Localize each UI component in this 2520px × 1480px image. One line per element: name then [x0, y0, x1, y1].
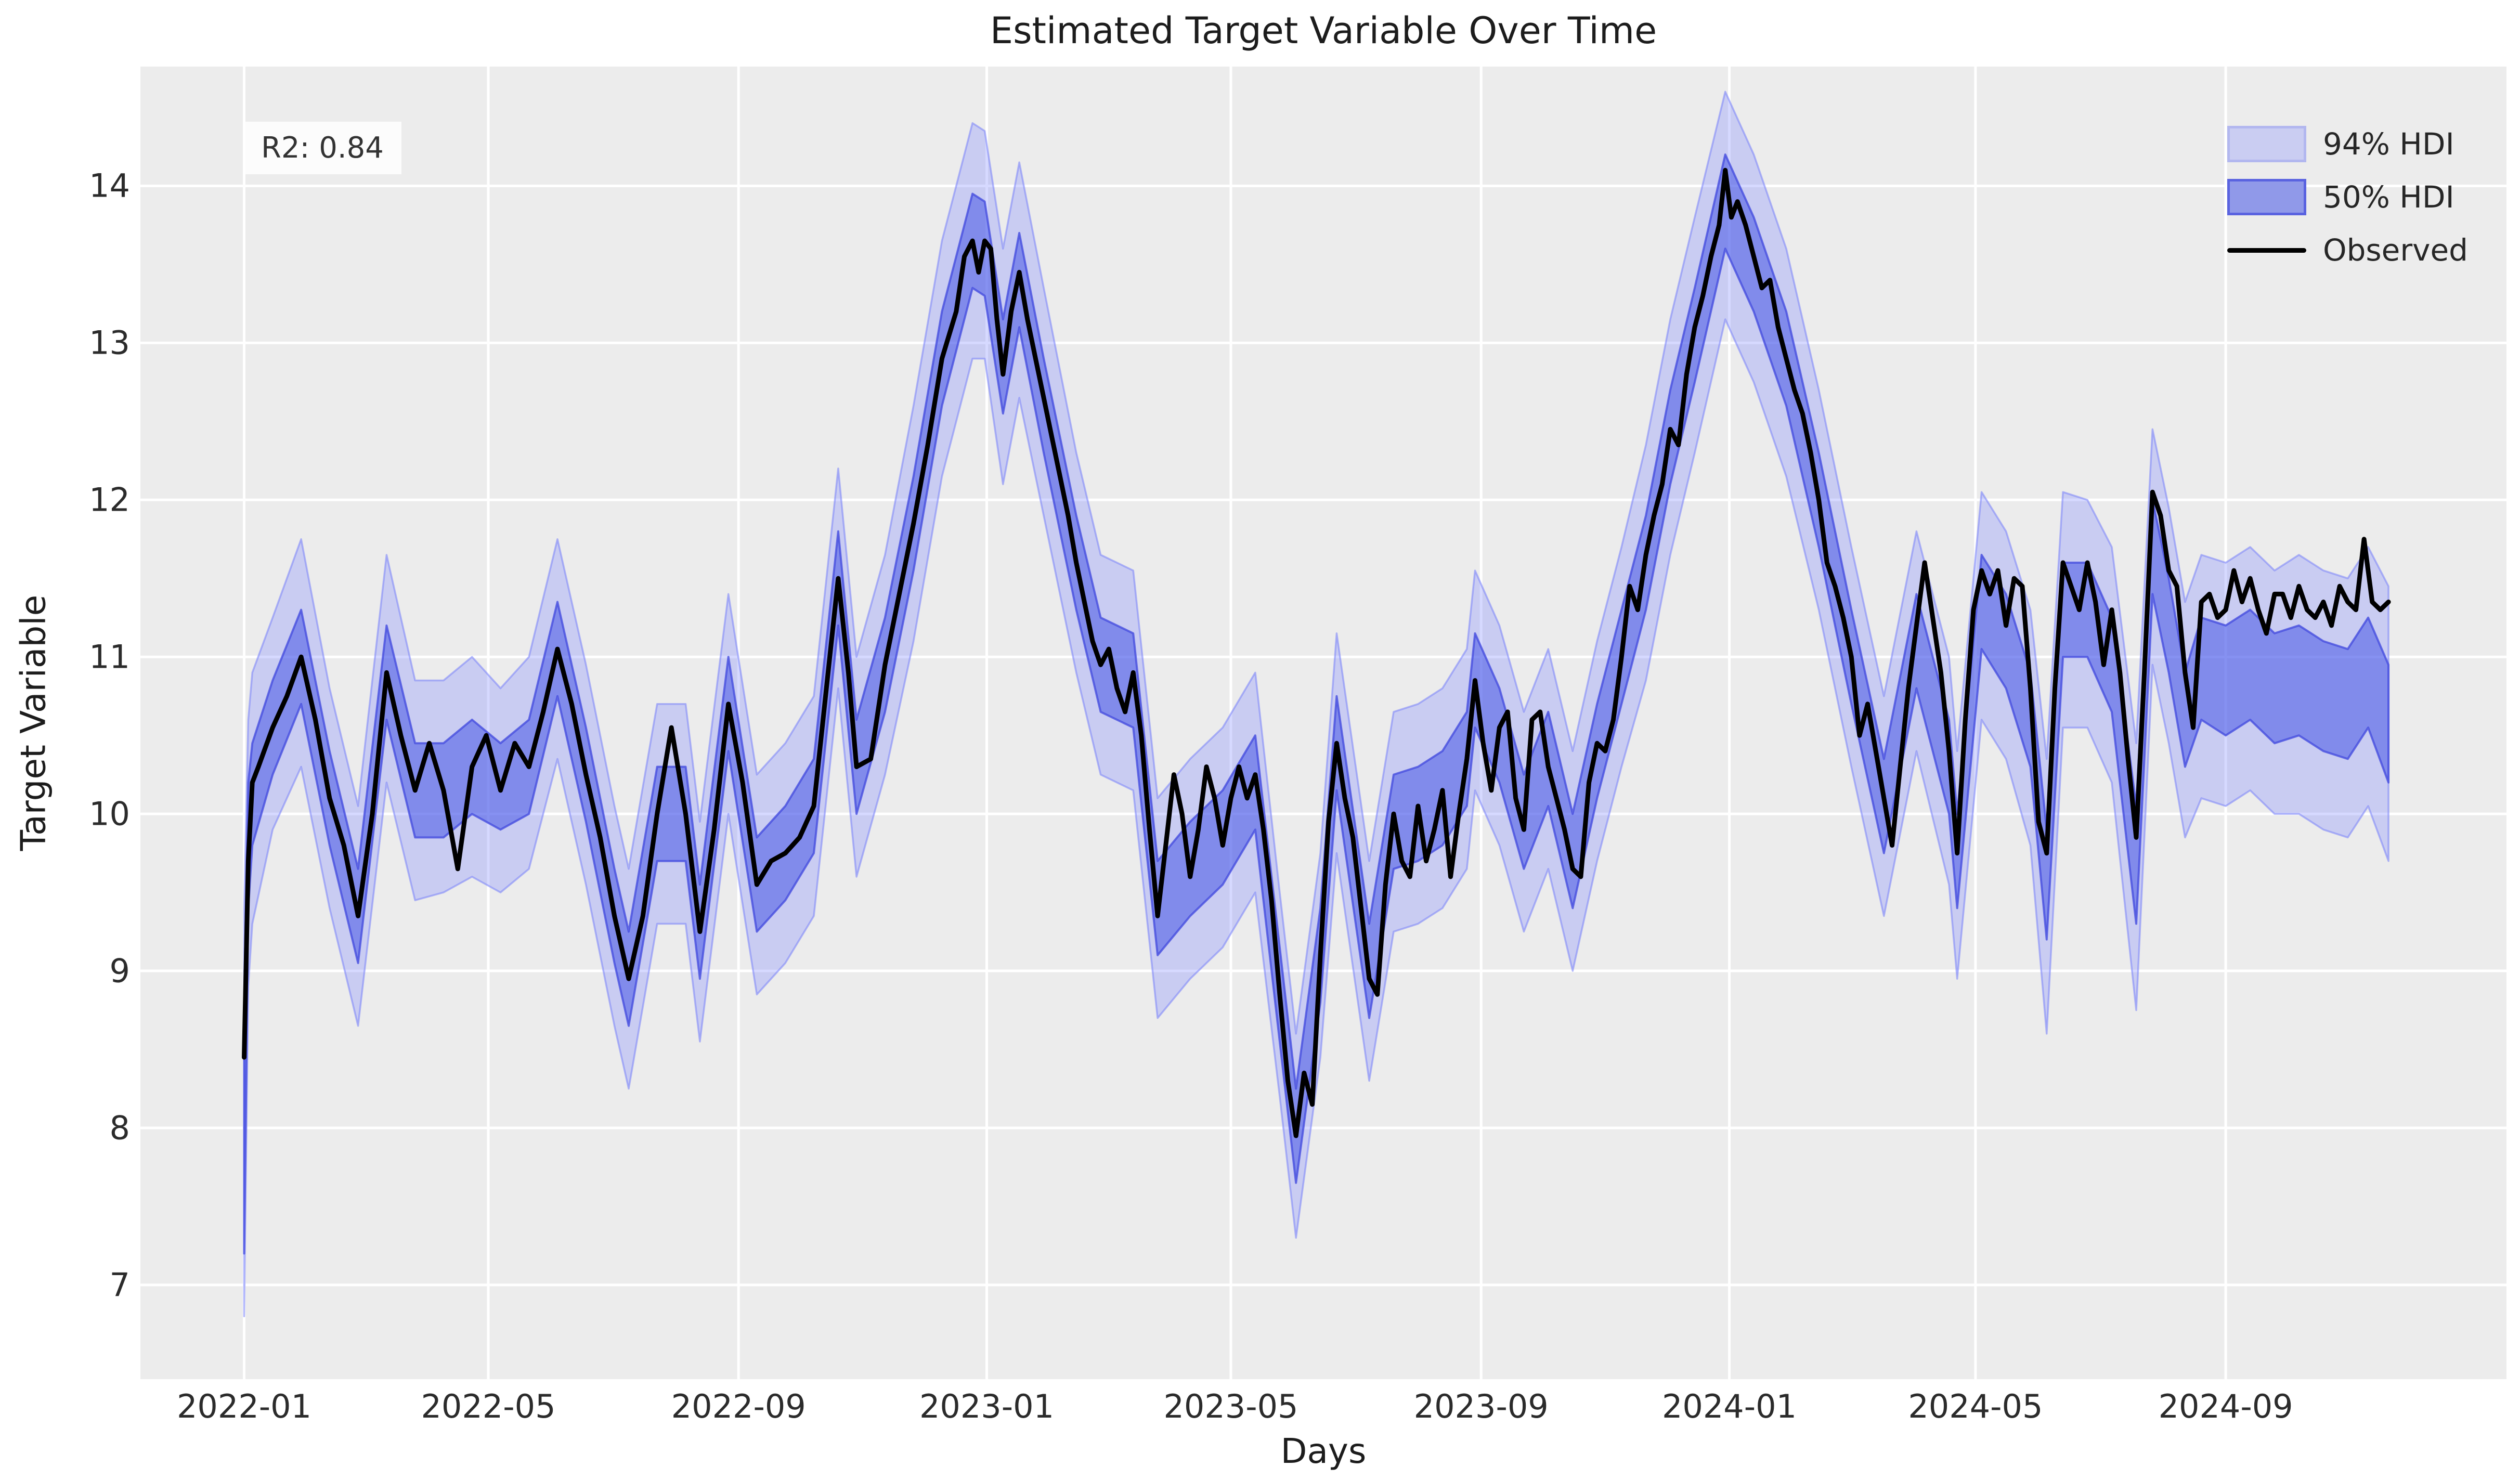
x-tick-label: 2022-05 [421, 1387, 556, 1425]
legend-item-observed: Observed [2227, 230, 2468, 270]
x-tick-label: 2024-09 [2158, 1387, 2293, 1425]
legend: 94% HDI 50% HDI Observed [2227, 124, 2468, 270]
y-tick-label: 11 [89, 638, 130, 676]
y-tick-label: 8 [109, 1109, 130, 1147]
observed-line-swatch-icon [2227, 248, 2306, 253]
x-tick-label: 2022-09 [671, 1387, 806, 1425]
y-tick-label: 14 [89, 166, 130, 205]
y-tick-label: 13 [89, 323, 130, 362]
legend-label-94-hdi: 94% HDI [2322, 126, 2454, 162]
legend-label-observed: Observed [2322, 232, 2468, 268]
plot-canvas [140, 67, 2506, 1379]
x-tick-label: 2024-05 [1908, 1387, 2043, 1425]
hdi-50-band [243, 153, 2390, 1255]
hdi-50-swatch-icon [2227, 179, 2306, 215]
y-tick-label: 10 [89, 795, 130, 833]
legend-item-50-hdi: 50% HDI [2227, 177, 2468, 217]
hdi-94-swatch-icon [2227, 126, 2306, 162]
legend-item-94-hdi: 94% HDI [2227, 124, 2468, 164]
chart-title: Estimated Target Variable Over Time [990, 9, 1657, 52]
y-tick-label: 12 [89, 481, 130, 519]
y-axis-label: Target Variable [13, 594, 54, 851]
x-axis-label: Days [1280, 1431, 1367, 1471]
x-tick-label: 2022-01 [176, 1387, 312, 1425]
x-tick-label: 2023-01 [919, 1387, 1055, 1425]
x-tick-label: 2023-05 [1163, 1387, 1298, 1425]
observed-line [242, 167, 2391, 1138]
y-tick-label: 7 [109, 1266, 130, 1304]
x-tick-label: 2023-09 [1413, 1387, 1549, 1425]
r2-annotation: R2: 0.84 [243, 122, 401, 174]
x-tick-label: 2024-01 [1661, 1387, 1797, 1425]
legend-label-50-hdi: 50% HDI [2322, 179, 2454, 215]
y-tick-label: 9 [109, 952, 130, 990]
